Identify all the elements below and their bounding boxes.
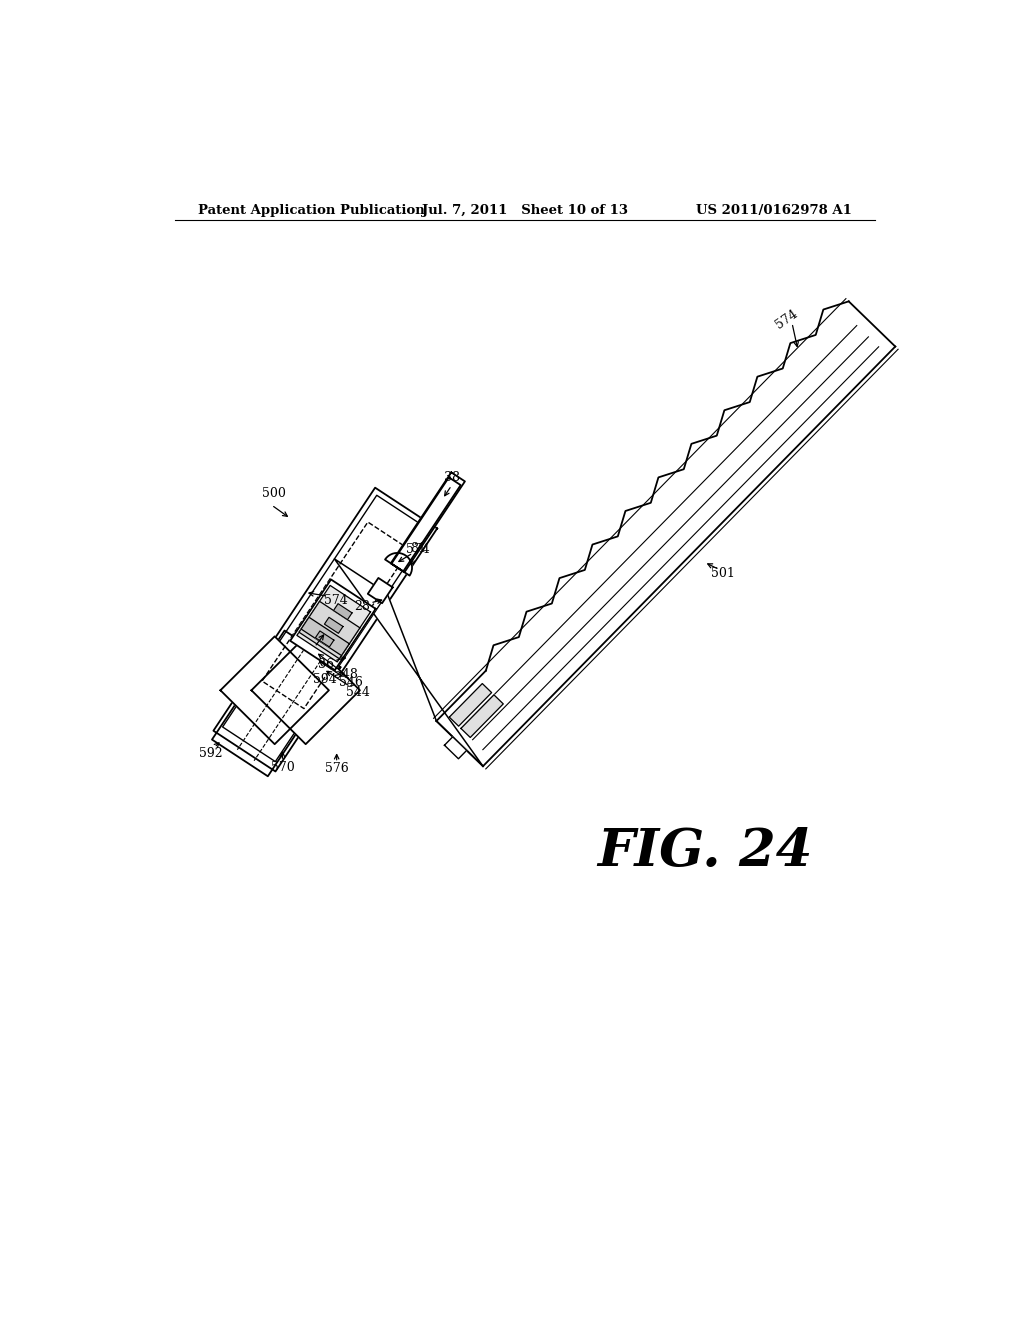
Text: 574: 574 — [406, 543, 430, 556]
Polygon shape — [334, 603, 352, 619]
Text: 548: 548 — [335, 668, 358, 681]
Polygon shape — [391, 473, 465, 573]
Polygon shape — [335, 558, 483, 766]
Polygon shape — [315, 631, 334, 647]
Text: 594: 594 — [312, 673, 337, 686]
Polygon shape — [385, 478, 461, 576]
Text: 546: 546 — [339, 676, 364, 689]
Polygon shape — [222, 495, 429, 762]
Text: 28: 28 — [354, 601, 371, 614]
Text: 36: 36 — [318, 659, 334, 671]
Text: FIG. 24: FIG. 24 — [598, 826, 813, 876]
Text: 576: 576 — [325, 763, 348, 775]
Polygon shape — [213, 487, 437, 771]
Text: Jul. 7, 2011   Sheet 10 of 13: Jul. 7, 2011 Sheet 10 of 13 — [422, 205, 628, 218]
Text: 574: 574 — [773, 306, 800, 331]
Polygon shape — [297, 586, 371, 661]
Polygon shape — [220, 636, 329, 744]
Polygon shape — [290, 579, 376, 671]
Polygon shape — [325, 618, 343, 634]
Polygon shape — [301, 618, 349, 656]
Text: 81: 81 — [411, 541, 427, 554]
Polygon shape — [299, 602, 359, 659]
Polygon shape — [444, 737, 467, 759]
Polygon shape — [450, 684, 492, 726]
Polygon shape — [212, 631, 340, 776]
Text: 544: 544 — [346, 685, 371, 698]
Text: 592: 592 — [199, 747, 222, 759]
Text: 38: 38 — [443, 471, 460, 484]
Polygon shape — [461, 694, 503, 738]
Polygon shape — [436, 301, 895, 766]
Polygon shape — [368, 578, 392, 603]
Text: 501: 501 — [712, 568, 735, 579]
Text: 574: 574 — [324, 594, 348, 607]
Polygon shape — [252, 636, 359, 744]
Text: 500: 500 — [262, 487, 286, 500]
Text: US 2011/0162978 A1: US 2011/0162978 A1 — [696, 205, 852, 218]
Text: Patent Application Publication: Patent Application Publication — [198, 205, 425, 218]
Text: 570: 570 — [270, 760, 294, 774]
